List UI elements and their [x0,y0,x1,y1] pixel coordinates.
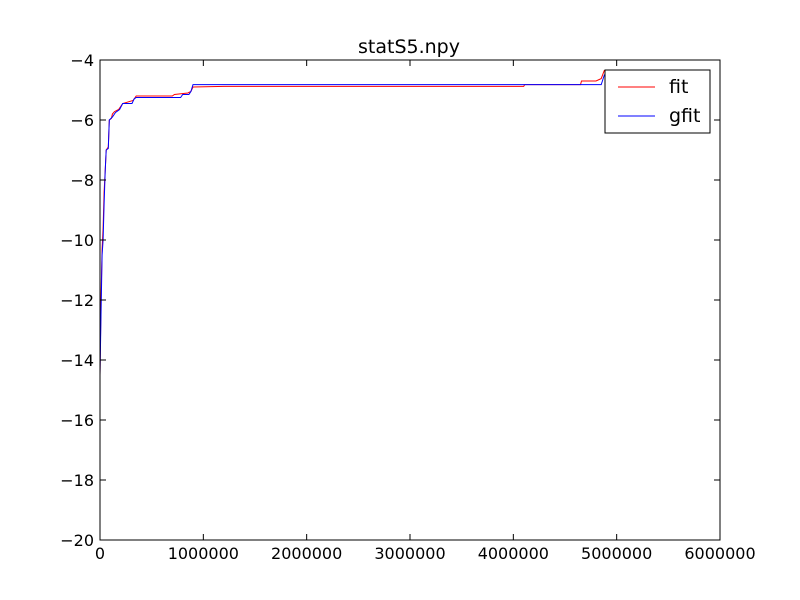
chart-title: statS5.npy [358,36,460,58]
x-tick-label: 5000000 [581,544,652,563]
x-tick-label: 4000000 [478,544,549,563]
x-tick-label: 2000000 [271,544,342,563]
y-tick-label: −20 [60,531,94,550]
y-tick-label: −18 [60,471,94,490]
y-tick-label: −16 [60,411,94,430]
series-layer [99,70,609,376]
series-line-fit [99,70,609,376]
x-tick-label: 3000000 [374,544,445,563]
y-tick-label: −4 [70,51,94,70]
legend: fit gfit [604,69,711,134]
legend-label-fit: fit [669,76,688,98]
y-tick-label: −14 [60,351,94,370]
ticks-layer: 0 1000000 2000000 3000000 4000000 5000000 6000… [60,51,755,563]
x-tick-label: 6000000 [684,544,755,563]
x-tick-label: 1000000 [168,544,239,563]
legend-box [604,69,711,134]
y-tick-label: −8 [70,171,94,190]
x-tick-label: 0 [95,544,105,563]
series-line-gfit [99,71,609,376]
legend-label-gfit: gfit [669,105,700,127]
y-tick-label: −10 [60,231,94,250]
y-tick-label: −12 [60,291,94,310]
y-tick-label: −6 [70,111,94,130]
